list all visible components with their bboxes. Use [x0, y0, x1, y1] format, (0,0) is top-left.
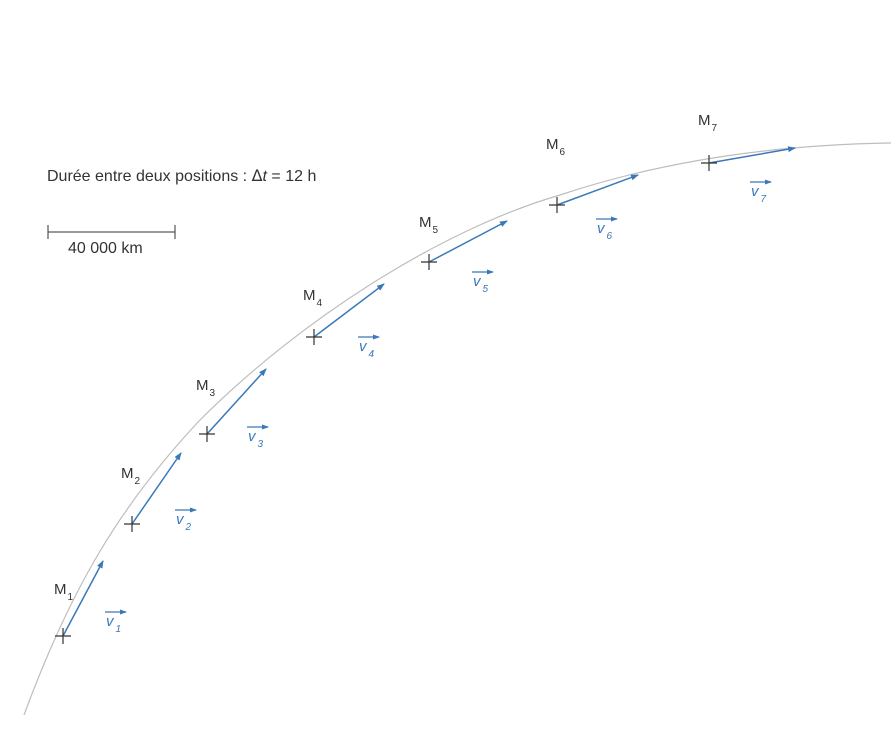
scale-bar-label: 40 000 km [68, 240, 143, 257]
vector-index: 7 [761, 194, 767, 205]
time-interval-text: Durée entre deux positions : Δt = 12 h [47, 166, 316, 186]
position-marker-3 [199, 426, 215, 442]
velocity-vector-6 [556, 174, 639, 206]
velocity-vector-2 [131, 452, 182, 525]
position-marker-6 [549, 197, 565, 213]
position-1: M1v 1 [54, 560, 127, 644]
position-letter: M [54, 581, 67, 598]
velocity-vector-4 [313, 283, 385, 338]
position-letter: M [196, 377, 209, 394]
velocity-vector-5 [428, 220, 508, 263]
position-7: M7v 7 [698, 112, 796, 205]
velocity-vector-7 [708, 146, 796, 164]
vector-letter: v [473, 273, 482, 290]
vector-index: 6 [607, 231, 613, 242]
position-letter: M [419, 214, 432, 231]
position-marker-7 [701, 155, 717, 171]
position-3: M3v 3 [196, 368, 269, 450]
position-index: 2 [135, 476, 141, 487]
position-index: 7 [712, 123, 718, 134]
position-index: 6 [560, 147, 566, 158]
vector-index: 1 [116, 624, 122, 635]
position-marker-2 [124, 516, 140, 532]
position-label-2: M2 [121, 465, 141, 487]
vector-letter: v [597, 220, 606, 237]
position-index: 3 [210, 388, 216, 399]
position-marker-5 [421, 254, 437, 270]
vector-letter: v [751, 183, 760, 200]
position-label-4: M4 [303, 287, 323, 309]
position-2: M2v 2 [121, 452, 197, 533]
vector-index: 5 [483, 284, 489, 295]
position-letter: M [698, 112, 711, 129]
vector-letter: v [359, 338, 368, 355]
velocity-vector-3 [206, 368, 267, 435]
time-variable: t [262, 168, 267, 185]
vector-index: 2 [185, 522, 192, 533]
velocity-vector-1 [62, 560, 104, 637]
time-interval-prefix: Durée entre deux positions : [47, 168, 252, 185]
position-index: 5 [433, 225, 439, 236]
vector-letter: v [248, 428, 257, 445]
delta-symbol: Δ [251, 166, 263, 185]
position-label-1: M1 [54, 581, 74, 603]
vector-letter: v [106, 613, 115, 630]
vector-index: 4 [369, 349, 375, 360]
position-6: M6v 6 [546, 136, 639, 242]
position-4: M4v 4 [303, 283, 385, 360]
vector-index: 3 [258, 439, 264, 450]
vector-letter: v [176, 511, 185, 528]
position-letter: M [303, 287, 316, 304]
position-marker-1 [55, 628, 71, 644]
position-label-3: M3 [196, 377, 216, 399]
position-index: 4 [317, 298, 323, 309]
time-interval-value: = 12 h [266, 168, 317, 185]
scale-bar [47, 225, 176, 239]
position-index: 1 [68, 592, 74, 603]
position-marker-4 [306, 329, 322, 345]
position-letter: M [121, 465, 134, 482]
position-label-5: M5 [419, 214, 439, 236]
position-letter: M [546, 136, 559, 153]
trajectory-curve [23, 142, 891, 716]
position-label-7: M7 [698, 112, 718, 134]
position-5: M5v 5 [419, 214, 508, 295]
position-label-6: M6 [546, 136, 566, 158]
